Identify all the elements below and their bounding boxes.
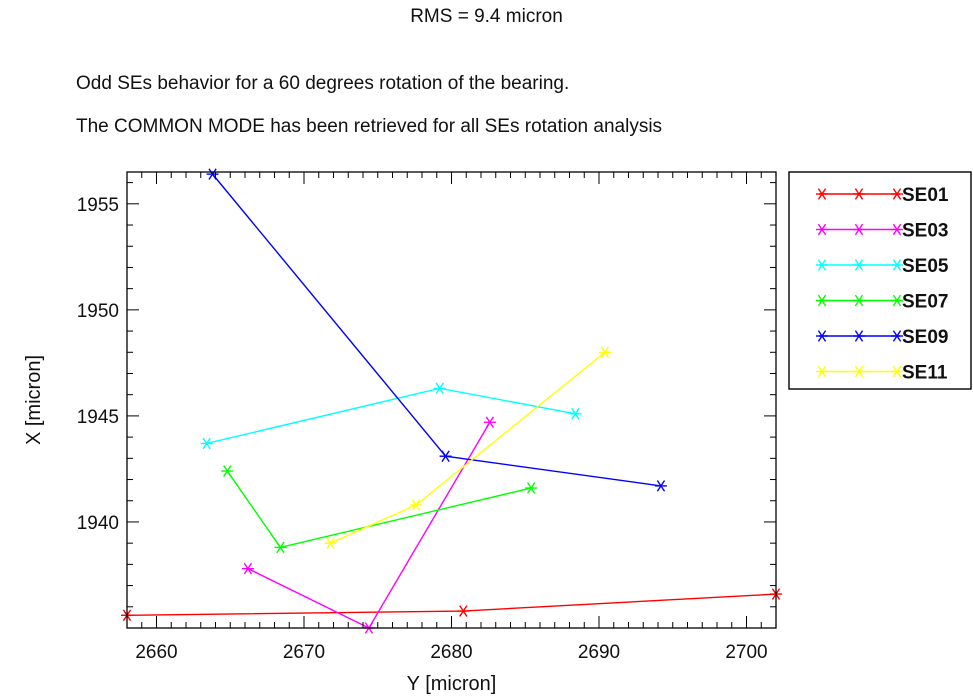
data-point-se05 <box>433 382 446 395</box>
data-point-se03 <box>241 562 254 575</box>
legend-marker-se01 <box>816 188 828 200</box>
series-se11 <box>324 346 611 549</box>
x-tick-label: 2670 <box>283 642 325 663</box>
x-tick-label: 2700 <box>725 642 767 663</box>
legend-marker-se05 <box>816 259 828 271</box>
legend-label-se03: SE03 <box>902 221 948 242</box>
legend-item-se01: SE01 <box>816 185 949 206</box>
y-tick-label: 1955 <box>77 195 119 216</box>
legend-marker-se11 <box>853 365 865 378</box>
series-se03 <box>241 416 496 634</box>
legend-label-se11: SE11 <box>902 363 948 384</box>
series-se05 <box>200 382 582 450</box>
data-point-se11 <box>324 537 337 549</box>
legend-marker-se07 <box>816 294 828 307</box>
legend-marker-se01 <box>891 188 903 200</box>
legend-marker-se03 <box>853 223 865 236</box>
series-line-se09 <box>212 173 662 487</box>
legend-marker-se09 <box>816 330 828 342</box>
data-point-se09 <box>439 450 452 462</box>
legend-marker-se11 <box>816 365 828 378</box>
axis-layer: 2660 2670 2680 2690 2700 1940 1945 1950 1955 <box>77 172 777 663</box>
series-line-se05 <box>206 387 576 445</box>
legend-label-se07: SE07 <box>902 292 948 313</box>
legend-marker-se05 <box>891 259 903 271</box>
legend-label-se05: SE05 <box>902 256 949 277</box>
legend-marker-se01 <box>853 188 865 200</box>
data-point-se09 <box>206 168 219 180</box>
data-point-se01 <box>457 605 470 617</box>
legend-item-se11: SE11 <box>816 363 948 384</box>
legend-marker-se09 <box>853 330 865 342</box>
legend-label-se01: SE01 <box>902 185 949 206</box>
series-line-se03 <box>247 421 491 629</box>
legend-item-se05: SE05 <box>816 256 949 277</box>
chart-title: RMS = 9.4 micron <box>410 6 563 27</box>
x-tick-label: 2690 <box>578 642 620 663</box>
legend-marker-se03 <box>816 223 828 236</box>
series-se07 <box>221 465 538 554</box>
data-point-se07 <box>525 482 538 494</box>
chart-subtitle-2: The COMMON MODE has been retrieved for a… <box>76 116 663 137</box>
legend-marker-se09 <box>891 330 903 342</box>
data-point-se11 <box>598 346 611 359</box>
legend-marker-se03 <box>891 223 903 236</box>
series-se01 <box>121 588 782 622</box>
data-point-se09 <box>654 480 667 492</box>
legend-item-se07: SE07 <box>816 292 948 313</box>
legend-marker-se11 <box>891 365 903 378</box>
legend-box <box>788 171 972 390</box>
series-line-se01 <box>126 593 777 616</box>
series-line-se07 <box>226 470 532 549</box>
legend-marker-se07 <box>891 294 903 307</box>
data-point-se03 <box>483 416 496 429</box>
legend-marker-se07 <box>853 294 865 307</box>
data-point-se07 <box>221 465 234 477</box>
series-line-se11 <box>330 351 606 544</box>
x-axis-title: Y [micron] <box>407 673 497 695</box>
legend: SE01 SE03 SE05 SE07 SE09 SE11 <box>788 171 972 390</box>
legend-item-se03: SE03 <box>816 221 948 242</box>
data-point-se05 <box>200 437 213 450</box>
data-layer <box>121 168 782 634</box>
chart-subtitle-1: Odd SEs behavior for a 60 degrees rotati… <box>76 73 570 94</box>
data-point-se11 <box>410 499 423 511</box>
plot-frame <box>126 171 777 629</box>
legend-marker-se05 <box>853 259 865 271</box>
legend-item-se09: SE09 <box>816 327 948 348</box>
x-tick-label: 2680 <box>430 642 472 663</box>
y-tick-label: 1950 <box>77 301 119 322</box>
y-tick-label: 1940 <box>77 513 119 534</box>
y-tick-label: 1945 <box>77 407 119 428</box>
legend-label-se09: SE09 <box>902 327 948 348</box>
data-point-se05 <box>569 407 582 420</box>
series-se09 <box>206 168 667 492</box>
data-point-se07 <box>274 541 287 554</box>
x-tick-label: 2660 <box>135 642 177 663</box>
y-axis-title: X [micron] <box>23 355 45 445</box>
